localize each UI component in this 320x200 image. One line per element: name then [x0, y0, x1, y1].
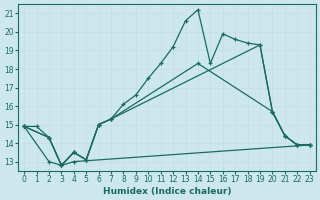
X-axis label: Humidex (Indice chaleur): Humidex (Indice chaleur) [103, 187, 231, 196]
